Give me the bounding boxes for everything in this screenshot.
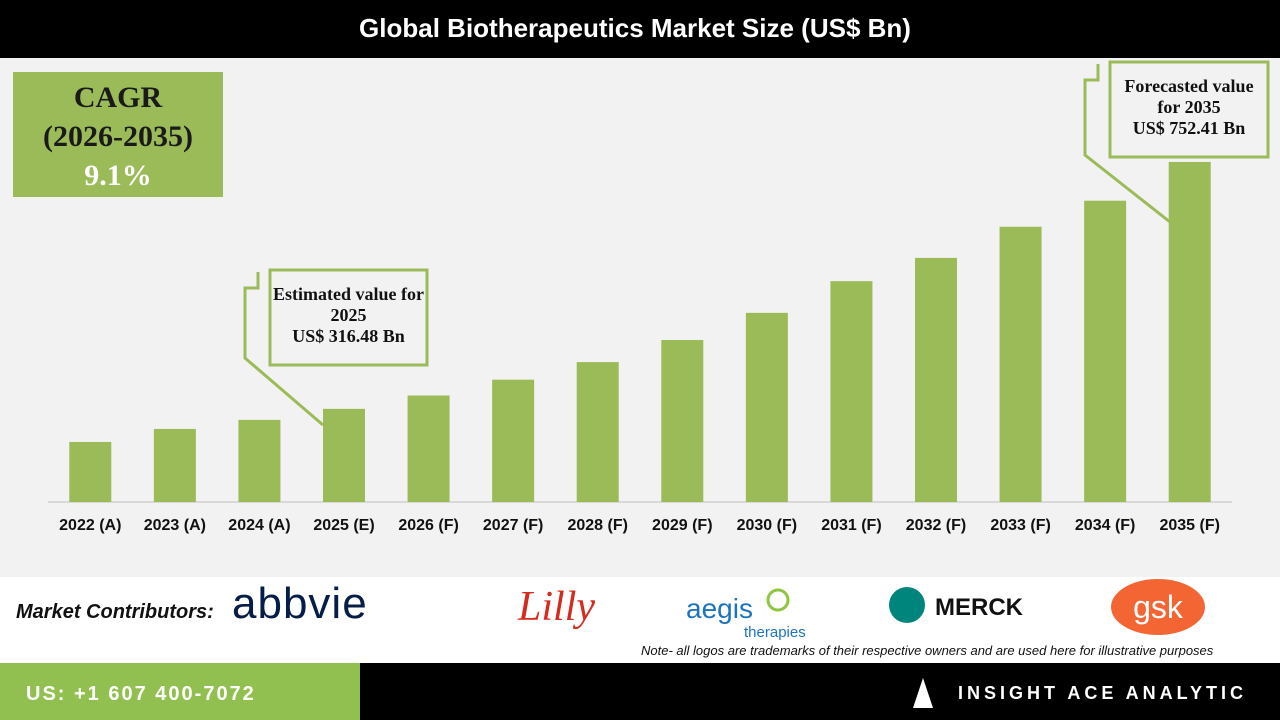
bar [1168, 161, 1211, 502]
annotation: Forecasted value for 2035 [1124, 76, 1254, 117]
logo-gsk: gsk [1133, 589, 1184, 625]
bar [323, 408, 365, 502]
bar [407, 395, 450, 502]
bar [238, 419, 281, 502]
logo-therapies: therapies [744, 624, 806, 641]
x-tick-label: 2022 (A) [59, 517, 121, 534]
phone-band [0, 663, 360, 720]
bar [492, 379, 535, 502]
bar [69, 441, 112, 502]
bar [576, 362, 619, 502]
merck-mark [889, 587, 925, 623]
logo-lilly: Lilly [517, 584, 595, 630]
value-label: US$ 752.41 Bn [1132, 118, 1246, 138]
logo-note: Note- all logos are trademarks of their … [641, 643, 1214, 658]
x-tick-label: 2024 (A) [228, 517, 290, 534]
cagr-box [13, 72, 223, 197]
brand-band [360, 663, 1280, 720]
cagr-text: CAGR (2026-2035) 9.1% [43, 81, 193, 192]
bar [745, 312, 788, 502]
cagr-label: CAGR [74, 81, 163, 114]
callout-frames [243, 60, 1270, 427]
brand-mark [913, 678, 933, 708]
x-tick-label: 2031 (F) [821, 517, 881, 534]
phone: US: +1 607 400-7072 [26, 683, 256, 705]
value-label: US$ 316.48 Bn [292, 326, 405, 346]
callout-2025: Estimated value for 2025 US$ 316.48 Bn [273, 284, 424, 347]
aegis-mark [766, 588, 790, 612]
x-tick-label: 2027 (F) [483, 517, 543, 534]
x-tick-label: 2030 (F) [737, 517, 797, 534]
callout-2035: Forecasted value for 2035 US$ 752.41 Bn [1113, 76, 1265, 139]
x-tick-label: 2035 (F) [1159, 517, 1219, 534]
x-tick-label: 2028 (F) [567, 517, 627, 534]
logo-aegis: aegis [686, 593, 753, 624]
logo-merck: MERCK [935, 594, 1024, 621]
contributors-band [0, 577, 1280, 663]
x-tick-label: 2026 (F) [398, 517, 458, 534]
bar [1084, 200, 1127, 502]
bar [830, 281, 873, 502]
bar [915, 257, 957, 502]
x-tick-label: 2029 (F) [652, 517, 712, 534]
bar [153, 428, 196, 502]
logo-abbvie: abbvie [232, 579, 368, 628]
bar [999, 226, 1042, 503]
bar [661, 340, 704, 502]
title-bar [0, 0, 1280, 58]
x-tick-label: 2023 (A) [144, 517, 206, 534]
x-tick-label: 2032 (F) [906, 517, 966, 534]
gsk-mark [1111, 579, 1205, 635]
cagr-period: (2026-2035) [43, 120, 193, 153]
contributors-label: Market Contributors: [16, 601, 214, 623]
chart-title: Global Biotherapeutics Market Size (US$ … [359, 13, 911, 43]
cagr-value: 9.1% [84, 159, 152, 192]
x-tick-label: 2025 (E) [313, 517, 374, 534]
x-tick-label: 2033 (F) [990, 517, 1050, 534]
annotation: Estimated value for 2025 [273, 284, 424, 325]
brand: INSIGHT ACE ANALYTIC [958, 683, 1247, 703]
x-tick-label: 2034 (F) [1075, 517, 1135, 534]
